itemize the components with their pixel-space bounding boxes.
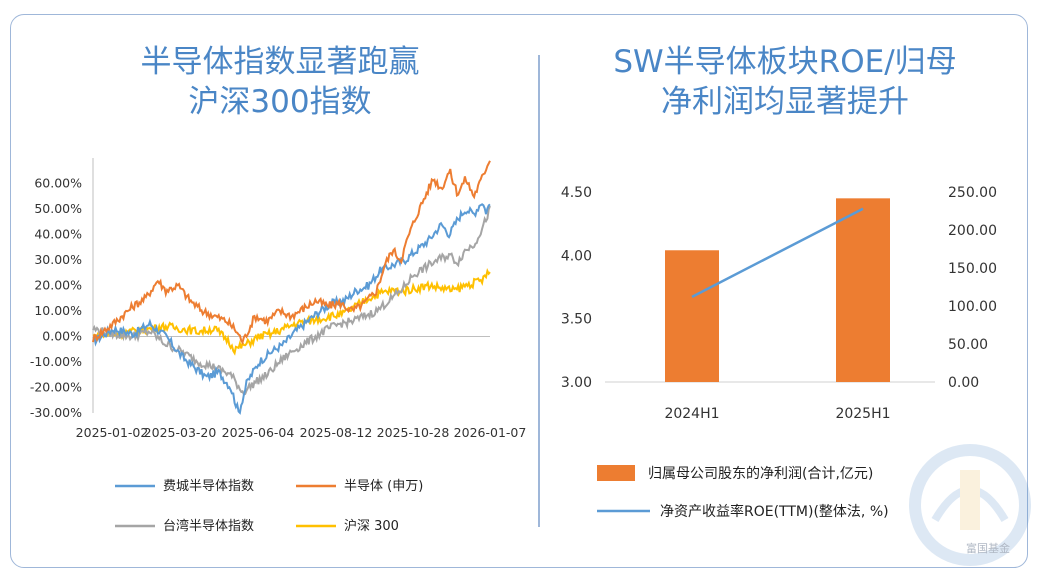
right-chart-title: SW半导体板块ROE/归母 净利润均显著提升: [565, 42, 1005, 122]
roe-line: [691, 207, 864, 298]
x-category-label: 2025H1: [835, 406, 890, 422]
left-y-tick-label: 4.50: [561, 185, 592, 201]
x-tick-label: 2025-03-20: [144, 425, 217, 440]
right-title-line2: 净利润均显著提升: [661, 84, 909, 120]
series-line-2: [92, 205, 491, 396]
left-title-line2: 沪深300指数: [188, 84, 372, 120]
right-y-tick-label: 50.00: [948, 337, 988, 353]
panel-divider: [538, 55, 540, 527]
bar-2024H1: [665, 250, 719, 382]
right-title-line1: SW半导体板块ROE/归母: [613, 44, 957, 80]
right-y-tick-label: 0.00: [948, 375, 979, 391]
x-category-label: 2024H1: [664, 406, 719, 422]
watermark-text: 富国基金: [966, 542, 1010, 555]
y-tick-label: 50.00%: [34, 201, 82, 216]
y-tick-label: 40.00%: [34, 227, 82, 242]
x-tick-label: 2025-10-28: [377, 425, 450, 440]
x-tick-label: 2025-01-02: [76, 425, 149, 440]
legend-label: 沪深 300: [344, 518, 399, 534]
y-tick-label: 10.00%: [34, 303, 82, 318]
right-y-tick-label: 250.00: [948, 185, 997, 201]
right-y-tick-label: 150.00: [948, 261, 997, 277]
y-tick-label: 0.00%: [42, 329, 82, 344]
right-y-tick-label: 100.00: [948, 299, 997, 315]
y-tick-label: -20.00%: [30, 380, 82, 395]
y-tick-label: 30.00%: [34, 252, 82, 267]
left-y-tick-label: 3.00: [561, 375, 592, 391]
y-tick-label: -10.00%: [30, 354, 82, 369]
fullgoal-logo-watermark: [909, 444, 1031, 566]
left-chart-title: 半导体指数显著跑赢 沪深300指数: [40, 42, 520, 122]
legend-label: 费城半导体指数: [163, 479, 254, 494]
y-tick-label: -30.00%: [30, 405, 82, 420]
x-tick-label: 2026-01-07: [454, 425, 527, 440]
legend-bar-label: 归属母公司股东的净利润(合计,亿元): [648, 465, 873, 482]
series-line-0: [92, 203, 491, 415]
right-y-tick-label: 200.00: [948, 223, 997, 239]
left-y-tick-label: 3.50: [561, 312, 592, 328]
y-tick-label: 60.00%: [34, 176, 82, 191]
legend-label: 台湾半导体指数: [163, 518, 254, 534]
legend-line-label: 净资产收益率ROE(TTM)(整体法, %): [660, 503, 889, 520]
bar-2025H1: [836, 198, 890, 382]
index-performance-line-chart: 60.00% 50.00% 40.00% 30.00% 20.00% 10.00% 0.00…: [30, 158, 527, 534]
x-tick-label: 2025-08-12: [300, 425, 373, 440]
x-tick-label: 2025-06-04: [222, 425, 295, 440]
legend-label: 半导体 (申万): [344, 479, 423, 494]
series-line-1: [92, 160, 491, 346]
left-title-line1: 半导体指数显著跑赢: [140, 44, 420, 80]
y-tick-label: 20.00%: [34, 278, 82, 293]
left-y-tick-label: 4.00: [561, 248, 592, 264]
series-line-3: [92, 267, 491, 356]
legend-bar-swatch: [597, 465, 635, 481]
